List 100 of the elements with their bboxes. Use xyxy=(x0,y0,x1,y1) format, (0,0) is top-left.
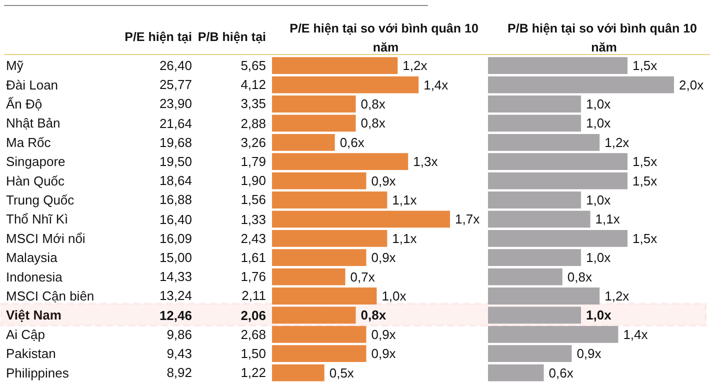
data-label: 1,0x xyxy=(586,116,612,131)
data-label: 1,0x xyxy=(586,96,612,112)
data-label: 8,92 xyxy=(166,364,192,382)
data-label: 1,1x xyxy=(392,192,418,208)
data-label: 4,12 xyxy=(240,76,266,94)
data-label: 0,9x xyxy=(371,326,396,342)
bar xyxy=(488,268,562,286)
data-label: 1,4x xyxy=(623,326,648,342)
y-tick-label: Malaysia xyxy=(6,250,58,266)
data-label: 1,61 xyxy=(240,249,266,267)
bar xyxy=(488,192,581,208)
data-label: 1,79 xyxy=(240,153,266,171)
data-label: 0,8x xyxy=(360,308,387,323)
bar xyxy=(272,172,366,190)
data-label: 19,68 xyxy=(159,134,192,152)
data-label: 2,88 xyxy=(240,114,266,133)
bar xyxy=(272,288,377,304)
data-label: 14,33 xyxy=(159,268,192,286)
y-tick-label: Ai Cập xyxy=(6,326,46,342)
data-label: 16,40 xyxy=(159,210,192,229)
data-label: 16,88 xyxy=(159,191,192,210)
bar xyxy=(272,153,408,170)
data-label: 12,46 xyxy=(159,306,192,325)
bar xyxy=(272,230,388,247)
data-label: 0,8x xyxy=(360,116,386,131)
y-tick-label: Hàn Quốc xyxy=(6,173,66,188)
data-label: 1,1x xyxy=(392,230,418,246)
data-label: 0,6x xyxy=(548,365,574,380)
data-label: 26,40 xyxy=(159,57,192,75)
data-label: 0,6x xyxy=(340,134,365,150)
data-label: 1,4x xyxy=(424,77,449,92)
data-label: 2,11 xyxy=(242,287,266,306)
y-tick-label: MSCI Cận biên xyxy=(6,288,94,304)
data-label: 3,35 xyxy=(240,95,266,114)
text: P/E hiện tại xyxy=(124,30,192,44)
bar xyxy=(272,134,335,151)
data-label: 1,5x xyxy=(632,173,658,188)
bar xyxy=(488,114,581,132)
data-label: 18,64 xyxy=(159,172,192,190)
data-label: 5,65 xyxy=(240,57,266,75)
data-label: 1,0x xyxy=(382,288,407,304)
data-label: 1,76 xyxy=(240,268,266,286)
bar xyxy=(272,192,388,208)
y-tick-label: Mỹ xyxy=(6,58,24,74)
y-tick-label: MSCI Mới nổi xyxy=(6,230,86,246)
data-label: 1,50 xyxy=(240,345,266,363)
data-label: 1,2x xyxy=(402,58,428,74)
data-label: 16,09 xyxy=(159,230,192,248)
bar xyxy=(488,172,628,190)
data-label: 0,8x xyxy=(567,269,592,284)
bar xyxy=(488,57,628,74)
data-label: 1,0x xyxy=(586,250,612,266)
data-label: 1,0x xyxy=(586,192,612,208)
bar xyxy=(488,306,581,324)
bar xyxy=(488,153,628,170)
chart-title: P/E hiện tại so với bình quân 10 năm xyxy=(290,22,478,54)
bar xyxy=(488,249,581,266)
bar xyxy=(488,364,544,382)
y-tick-label: Indonesia xyxy=(6,269,64,284)
y-tick-label: Ma Rốc xyxy=(6,134,52,150)
data-label: 2,0x xyxy=(679,77,704,92)
data-label: 23,90 xyxy=(159,95,192,114)
data-label: 2,06 xyxy=(240,306,266,325)
bar xyxy=(272,326,366,343)
bar xyxy=(488,134,600,151)
data-label: 1,5x xyxy=(632,230,658,246)
bar xyxy=(272,306,356,324)
y-tick-label: Đài Loan xyxy=(6,77,58,92)
data-label: 0,9x xyxy=(576,346,602,362)
y-tick-label: Việt Nam xyxy=(6,308,62,323)
data-label: 1,56 xyxy=(240,191,266,210)
data-label: 15,00 xyxy=(159,249,192,267)
bar xyxy=(488,210,590,228)
y-tick-label: Thổ Nhĩ Kì xyxy=(6,212,68,227)
data-label: 0,5x xyxy=(329,365,354,380)
bar xyxy=(272,345,366,362)
bar xyxy=(488,76,674,94)
data-label: 0,9x xyxy=(371,346,396,362)
data-label: 1,2x xyxy=(604,288,630,304)
bar xyxy=(488,288,600,304)
data-label: 1,90 xyxy=(240,172,266,190)
data-label: 1,5x xyxy=(632,154,658,170)
bar xyxy=(272,364,324,382)
data-label: 1,7x xyxy=(455,212,480,227)
bar xyxy=(488,345,572,362)
bar xyxy=(272,210,450,228)
chart-title: P/B hiện tại so với bình quân 10 năm xyxy=(508,22,700,54)
data-label: 1,22 xyxy=(240,364,266,382)
bar xyxy=(272,268,346,286)
data-label: 0,9x xyxy=(371,173,396,188)
y-tick-label: Philippines xyxy=(6,365,70,380)
data-label: 1,5x xyxy=(632,58,658,74)
bar xyxy=(272,57,398,74)
data-label: 19,50 xyxy=(159,153,192,171)
y-tick-label: Trung Quốc xyxy=(6,192,75,208)
bar xyxy=(488,326,618,343)
y-tick-label: Nhật Bản xyxy=(6,116,60,131)
bar xyxy=(272,96,356,112)
text: P/B hiện tại xyxy=(198,30,266,44)
bar xyxy=(488,230,628,247)
